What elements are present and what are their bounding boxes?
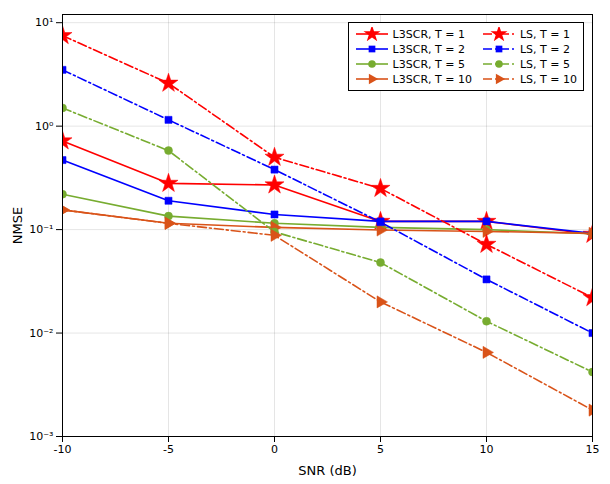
svg-text:-10: -10 bbox=[54, 443, 72, 456]
svg-text:NMSE: NMSE bbox=[10, 207, 25, 244]
svg-text:15: 15 bbox=[586, 443, 600, 456]
svg-text:SNR (dB): SNR (dB) bbox=[298, 463, 356, 478]
svg-text:10⁰: 10⁰ bbox=[35, 120, 54, 133]
svg-text:5: 5 bbox=[377, 443, 384, 456]
svg-text:-5: -5 bbox=[163, 443, 174, 456]
html-text:LS, T = 5: LS, T = 5 bbox=[520, 57, 570, 71]
html-text:L3SCR, T = 1: L3SCR, T = 1 bbox=[392, 27, 465, 41]
html-text:LS, T = 10: LS, T = 10 bbox=[520, 72, 577, 86]
html-text:L3SCR, T = 2: L3SCR, T = 2 bbox=[392, 42, 465, 56]
svg-text:10: 10 bbox=[480, 443, 494, 456]
svg-text:10⁻³: 10⁻³ bbox=[29, 430, 53, 443]
html-text:LS, T = 2: LS, T = 2 bbox=[520, 42, 570, 56]
html-text:LS, T = 1: LS, T = 1 bbox=[520, 27, 570, 41]
svg-text:10¹: 10¹ bbox=[35, 16, 53, 29]
svg-text:10⁻¹: 10⁻¹ bbox=[29, 223, 53, 236]
svg-text:0: 0 bbox=[271, 443, 278, 456]
html-text:L3SCR, T = 5: L3SCR, T = 5 bbox=[392, 57, 465, 71]
html-text:L3SCR, T = 10: L3SCR, T = 10 bbox=[392, 72, 472, 86]
svg-text:10⁻²: 10⁻² bbox=[29, 327, 53, 340]
